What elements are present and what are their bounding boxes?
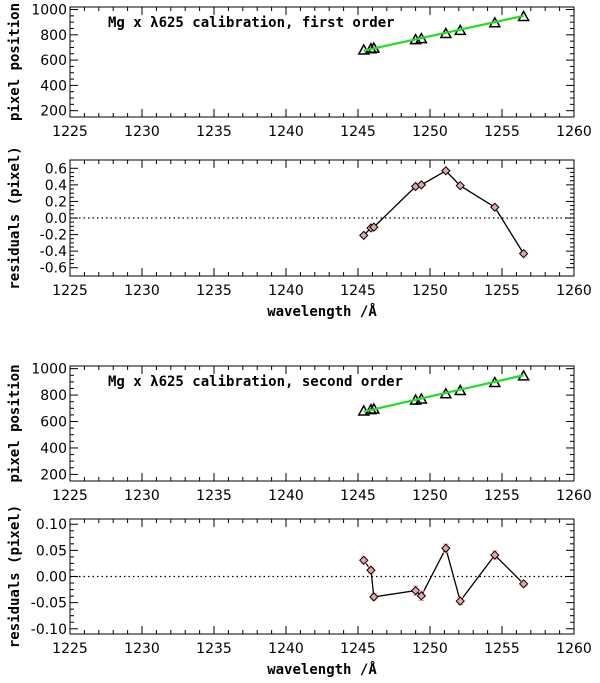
diamond-marker bbox=[416, 180, 427, 190]
y-tick-label: -0.10 bbox=[31, 622, 67, 638]
x-tick-label: 1240 bbox=[268, 124, 304, 140]
x-tick-label: 1255 bbox=[484, 641, 520, 657]
y-tick-label: 400 bbox=[40, 441, 67, 457]
x-tick-label: 1250 bbox=[412, 124, 448, 140]
diamond-marker bbox=[410, 585, 421, 596]
x-axis-title: wavelength /Å bbox=[267, 661, 377, 678]
x-tick-label: 1250 bbox=[412, 283, 448, 299]
y-tick-label: 600 bbox=[40, 415, 67, 431]
x-tick-label: 1235 bbox=[196, 641, 232, 657]
fit-line bbox=[363, 14, 524, 52]
y-axis-title: pixel position bbox=[7, 364, 23, 482]
x-tick-label: 1235 bbox=[196, 488, 232, 504]
x-tick-label: 1225 bbox=[52, 124, 88, 140]
y-tick-label: -0.6 bbox=[40, 261, 67, 277]
y-tick-label: 200 bbox=[40, 104, 67, 120]
x-tick-label: 1235 bbox=[196, 124, 232, 140]
diamond-marker bbox=[518, 248, 529, 259]
x-tick-label: 1245 bbox=[340, 124, 376, 140]
x-tick-label: 1245 bbox=[340, 641, 376, 657]
y-tick-label: 0.00 bbox=[36, 570, 67, 586]
residual-line bbox=[363, 546, 525, 603]
y-tick-label: 800 bbox=[40, 28, 67, 44]
x-tick-label: 1245 bbox=[340, 488, 376, 504]
x-tick-label: 1250 bbox=[412, 488, 448, 504]
y-tick-label: -0.05 bbox=[31, 596, 67, 612]
x-tick-label: 1260 bbox=[556, 283, 592, 299]
x-tick-label: 1255 bbox=[484, 283, 520, 299]
y-tick-label: -0.4 bbox=[40, 244, 67, 260]
diamond-marker bbox=[490, 550, 500, 560]
y-axis-title: residuals (pixel) bbox=[7, 505, 23, 648]
diamond-marker bbox=[455, 596, 465, 606]
y-tick-label: 0.10 bbox=[36, 517, 67, 533]
x-tick-label: 1260 bbox=[556, 488, 592, 504]
y-tick-label: 800 bbox=[40, 388, 67, 404]
y-tick-label: 200 bbox=[40, 467, 67, 483]
y-tick-label: 0.05 bbox=[36, 543, 67, 559]
y-tick-label: 0.6 bbox=[45, 161, 67, 177]
x-tick-label: 1250 bbox=[412, 641, 448, 657]
diamond-marker bbox=[441, 543, 451, 553]
y-tick-label: -0.2 bbox=[40, 228, 67, 244]
x-tick-label: 1225 bbox=[52, 488, 88, 504]
y-tick-label: 0.2 bbox=[45, 194, 67, 210]
x-tick-label: 1245 bbox=[340, 283, 376, 299]
panel-title: Mg x λ625 calibration, second order bbox=[108, 374, 403, 390]
x-tick-label: 1260 bbox=[556, 124, 592, 140]
diamond-marker bbox=[359, 555, 369, 566]
x-tick-label: 1230 bbox=[124, 283, 160, 299]
x-tick-label: 1255 bbox=[484, 124, 520, 140]
residual-first-panel: 1225 1230 1235 1240 1245 1250 1255 1260 -0.6-0.4… bbox=[7, 146, 592, 320]
x-tick-label: 1240 bbox=[268, 283, 304, 299]
diamond-marker bbox=[369, 592, 379, 602]
x-tick-label: 1225 bbox=[52, 283, 88, 299]
diamond-marker bbox=[441, 166, 451, 176]
x-tick-label: 1230 bbox=[124, 124, 160, 140]
diamond-marker bbox=[416, 591, 427, 601]
x-tick-label: 1230 bbox=[124, 641, 160, 657]
diamond-marker bbox=[490, 202, 500, 212]
position-second-frame bbox=[69, 365, 575, 482]
y-tick-label: 0.4 bbox=[45, 178, 67, 194]
diamond-marker bbox=[369, 222, 379, 232]
position-first-panel: 1225 1230 1235 1240 1245 1250 1255 1260 200 400 60… bbox=[7, 3, 592, 140]
x-tick-label: 1235 bbox=[196, 283, 232, 299]
diamond-marker bbox=[359, 230, 369, 241]
y-tick-label: 0.0 bbox=[45, 211, 67, 227]
y-tick-label: 1000 bbox=[31, 3, 67, 19]
y-axis-title: residuals (pixel) bbox=[7, 146, 23, 289]
x-tick-label: 1260 bbox=[556, 641, 592, 657]
x-tick-label: 1255 bbox=[484, 488, 520, 504]
x-tick-label: 1240 bbox=[268, 641, 304, 657]
diamond-marker bbox=[518, 579, 529, 589]
x-tick-label: 1225 bbox=[52, 641, 88, 657]
y-tick-label: 600 bbox=[40, 53, 67, 69]
residual-second-panel: 1225 1230 1235 1240 1245 1250 1255 1260 -0.10 -0.… bbox=[7, 505, 592, 678]
residual-line bbox=[363, 169, 525, 254]
fit-line bbox=[363, 374, 524, 413]
panel-title: Mg x λ625 calibration, first order bbox=[108, 15, 395, 31]
x-axis-title: wavelength /Å bbox=[267, 303, 377, 320]
y-axis-title: pixel position bbox=[7, 3, 23, 121]
diamond-marker bbox=[455, 180, 465, 191]
position-first-frame bbox=[69, 6, 575, 118]
position-second-panel: 1225 1230 1235 1240 1245 1250 1255 1260 200 400 60… bbox=[7, 362, 592, 504]
x-tick-label: 1240 bbox=[268, 488, 304, 504]
y-tick-label: 400 bbox=[40, 78, 67, 94]
x-tick-label: 1230 bbox=[124, 488, 160, 504]
y-tick-label: 1000 bbox=[31, 362, 67, 378]
diamond-marker bbox=[366, 565, 376, 575]
